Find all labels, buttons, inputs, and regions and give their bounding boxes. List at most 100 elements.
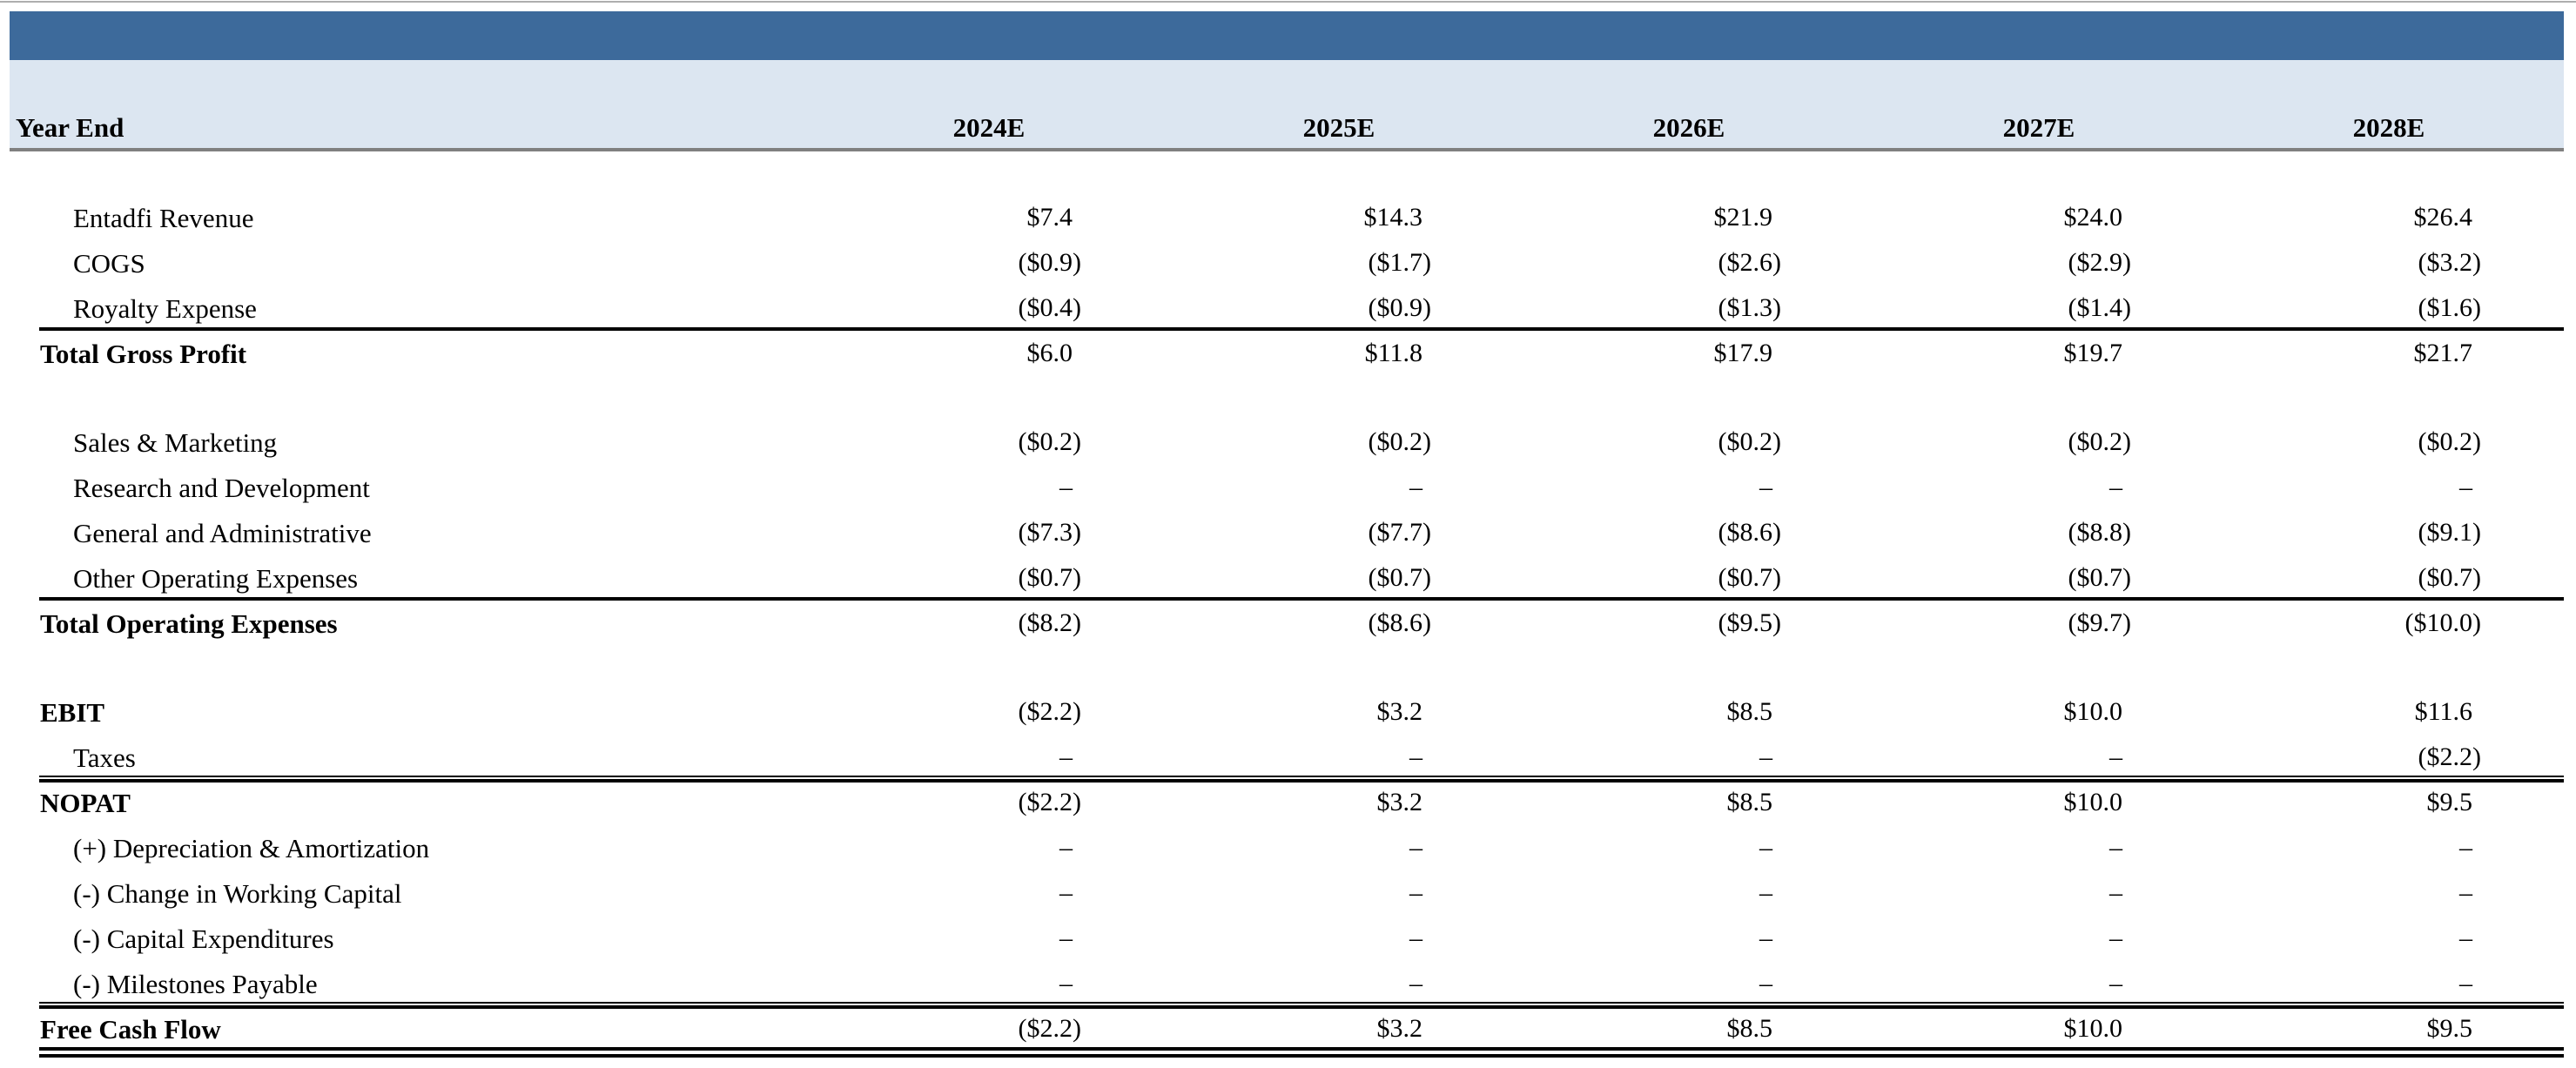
row-label: Total Gross Profit: [40, 338, 247, 369]
value-cell: $3.2: [1376, 697, 1423, 726]
value-cell: $19.7: [2063, 339, 2123, 367]
row-label: Sales & Marketing: [73, 427, 278, 458]
row-label: Royalty Expense: [73, 292, 257, 324]
spacer-row: [39, 376, 2564, 420]
table-body: Entadfi Revenue $7.4 $14.3 $21.9 $24.0 $26.4 C…: [39, 151, 2564, 1058]
value-cell: ($3.2): [2418, 248, 2481, 277]
value-cell: –: [1059, 833, 1073, 862]
row-label: General and Administrative: [73, 517, 372, 548]
value-cell: ($7.3): [1018, 518, 1081, 547]
spacer-row: [39, 646, 2564, 689]
value-cell: –: [1059, 742, 1073, 771]
value-cell: ($1.4): [2068, 293, 2131, 322]
value-cell: –: [1759, 742, 1772, 771]
value-cell: ($0.2): [1018, 427, 1081, 456]
row-label: Entadfi Revenue: [73, 202, 254, 233]
table-row: Research and Development – – – – –: [39, 465, 2564, 510]
row-label: Total Operating Expenses: [40, 608, 338, 639]
value-cell: –: [1759, 924, 1772, 952]
year-column-header-2027e: 2027E: [2002, 112, 2075, 143]
value-cell: ($9.7): [2068, 608, 2131, 637]
value-cell: –: [2109, 924, 2122, 952]
value-cell: $10.0: [2063, 697, 2123, 726]
value-cell: $21.9: [1713, 203, 1773, 232]
value-cell: –: [1059, 969, 1073, 997]
value-cell: ($9.5): [1718, 608, 1781, 637]
header-title-bar: [10, 11, 2564, 60]
value-cell: –: [1409, 833, 1423, 862]
year-end-header: Year End: [16, 112, 124, 143]
value-cell: –: [1409, 924, 1423, 952]
row-label: (-) Change in Working Capital: [73, 877, 402, 909]
table-row: (-) Capital Expenditures – – – – –: [39, 916, 2564, 961]
year-column-header-2026e: 2026E: [1652, 112, 1725, 143]
table-row: COGS ($0.9) ($1.7) ($2.6) ($2.9) ($3.2): [39, 240, 2564, 285]
value-cell: –: [2109, 878, 2122, 907]
table-row: Taxes – – – – ($2.2): [39, 735, 2564, 783]
spacer-row: [39, 151, 2564, 195]
value-cell: $8.5: [1726, 788, 1773, 816]
value-cell: –: [2459, 473, 2472, 501]
row-label: Other Operating Expenses: [73, 562, 359, 594]
value-cell: $8.5: [1726, 1014, 1773, 1043]
row-label: Free Cash Flow: [40, 1013, 221, 1044]
value-cell: –: [2459, 878, 2472, 907]
value-cell: –: [1059, 878, 1073, 907]
value-cell: ($9.1): [2418, 518, 2481, 547]
value-cell: –: [1409, 473, 1423, 501]
value-cell: ($0.9): [1018, 248, 1081, 277]
value-cell: ($1.6): [2418, 293, 2481, 322]
value-cell: $11.8: [1364, 339, 1423, 367]
value-cell: –: [1409, 742, 1423, 771]
value-cell: $10.0: [2063, 1014, 2123, 1043]
value-cell: $21.7: [2413, 339, 2473, 367]
value-cell: –: [2109, 833, 2122, 862]
table-header-band: Year End 2024E 2025E 2026E 2027E 2028E: [10, 60, 2564, 148]
value-cell: –: [2109, 473, 2122, 501]
value-cell: ($2.2): [1018, 697, 1081, 726]
value-cell: $6.0: [1026, 339, 1073, 367]
table-row: Total Gross Profit $6.0 $11.8 $17.9 $19.7 $21…: [39, 331, 2564, 376]
row-label: NOPAT: [40, 787, 131, 818]
value-cell: $24.0: [2063, 203, 2123, 232]
table-row: Total Operating Expenses ($8.2) ($8.6) ($9.…: [39, 601, 2564, 646]
value-cell: ($0.7): [2068, 563, 2131, 592]
value-cell: ($1.3): [1718, 293, 1781, 322]
year-column-header-2025e: 2025E: [1302, 112, 1375, 143]
table-row: Other Operating Expenses ($0.7) ($0.7) ($0.…: [39, 555, 2564, 601]
value-cell: ($0.7): [1718, 563, 1781, 592]
year-column-header-2024e: 2024E: [952, 112, 1026, 143]
value-cell: –: [1759, 473, 1772, 501]
value-cell: ($2.9): [2068, 248, 2131, 277]
value-cell: ($2.2): [1018, 1014, 1081, 1043]
value-cell: $9.5: [2426, 1014, 2473, 1043]
table-row: Sales & Marketing ($0.2) ($0.2) ($0.2) ($0.2…: [39, 420, 2564, 465]
table-row: (-) Change in Working Capital – – – – –: [39, 870, 2564, 916]
value-cell: ($8.6): [1718, 518, 1781, 547]
value-cell: $3.2: [1376, 1014, 1423, 1043]
value-cell: ($7.7): [1368, 518, 1431, 547]
value-cell: $14.3: [1363, 203, 1423, 232]
value-cell: –: [1409, 969, 1423, 997]
value-cell: $9.5: [2426, 788, 2473, 816]
row-label: COGS: [73, 247, 145, 279]
value-cell: $3.2: [1376, 788, 1423, 816]
value-cell: ($1.7): [1368, 248, 1431, 277]
row-label: (-) Milestones Payable: [73, 968, 318, 999]
value-cell: –: [2459, 969, 2472, 997]
header-underline: [10, 148, 2564, 151]
value-cell: ($8.6): [1368, 608, 1431, 637]
row-label: (-) Capital Expenditures: [73, 923, 334, 954]
table-row: General and Administrative ($7.3) ($7.7) ($…: [39, 510, 2564, 555]
table-row: Free Cash Flow ($2.2) $3.2 $8.5 $10.0 $9.5: [39, 1006, 2564, 1058]
table-row: EBIT ($2.2) $3.2 $8.5 $10.0 $11.6: [39, 689, 2564, 735]
value-cell: ($0.2): [1368, 427, 1431, 456]
year-column-header-2028e: 2028E: [2352, 112, 2425, 143]
value-cell: ($0.2): [2068, 427, 2131, 456]
row-label: Research and Development: [73, 472, 370, 503]
row-label: EBIT: [40, 696, 105, 728]
top-divider: [0, 1, 2576, 3]
value-cell: ($0.2): [1718, 427, 1781, 456]
value-cell: –: [2459, 833, 2472, 862]
